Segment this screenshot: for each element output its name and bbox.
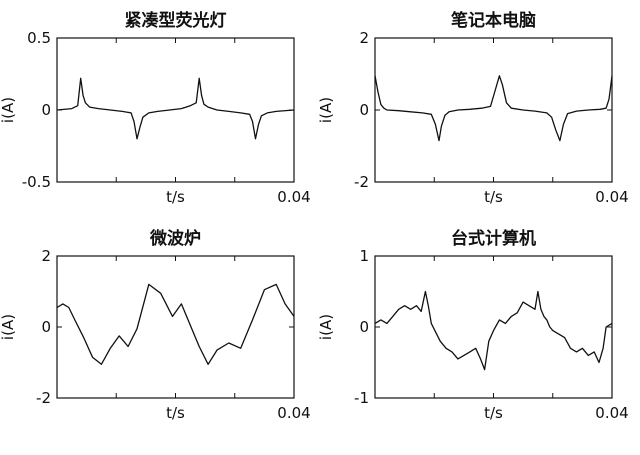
plot-frame [374,255,613,399]
y-tick-label: 0 [359,318,369,336]
current-waveform-line [56,283,295,365]
chart-title: 台式计算机 [451,228,536,249]
y-tick-label: 0.5 [27,29,51,47]
chart-title: 微波炉 [149,228,201,249]
x-axis-label: t/s [166,404,185,422]
y-tick-label: 0 [359,101,369,119]
y-tick-label: -0.5 [22,173,51,191]
y-tick-label: 1 [359,247,369,265]
chart-panel-4: 台式计算机 1 0 -1 0.04 t/s i(A) [317,228,629,422]
chart-panel-2: 笔记本电脑 2 0 -2 0.04 t/s i(A) [317,10,629,206]
y-tick-label: 0 [41,101,51,119]
y-axis-label: i(A) [317,314,335,340]
plot-frame [374,37,613,183]
y-tick-label: 0 [41,318,51,336]
y-axis-label: i(A) [0,314,17,340]
plot-frame [56,37,295,183]
current-waveform-line [374,290,613,371]
x-tick-label: 0.04 [595,404,628,422]
plot-frame [56,255,295,399]
x-axis-label: t/s [484,404,503,422]
x-tick-label: 0.04 [277,188,310,206]
y-axis-label: i(A) [317,97,335,123]
y-tick-label: -2 [354,173,369,191]
chart-title: 笔记本电脑 [451,10,536,31]
current-waveform-line [56,77,295,140]
chart-title: 紧凑型荧光灯 [125,10,227,31]
x-axis-label: t/s [166,188,185,206]
chart-panel-1: 紧凑型荧光灯 0.5 0 -0.5 0.04 t/s i(A) [0,10,311,206]
x-tick-label: 0.04 [277,404,310,422]
x-axis-label: t/s [484,188,503,206]
x-tick-label: 0.04 [595,188,628,206]
y-tick-label: 2 [359,29,369,47]
current-waveform-line [374,75,613,142]
y-tick-label: -2 [36,389,51,407]
y-tick-label: -1 [354,389,369,407]
chart-panel-3: 微波炉 2 0 -2 0.04 t/s i(A) [0,228,311,422]
y-tick-label: 2 [41,247,51,265]
y-axis-label: i(A) [0,97,17,123]
